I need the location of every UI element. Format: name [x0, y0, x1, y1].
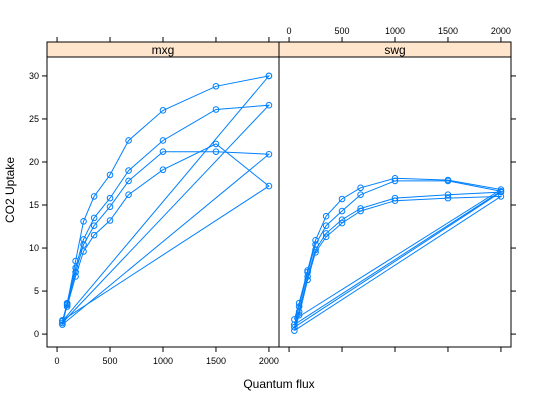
data-point-swg-2 — [322, 222, 330, 229]
data-point-mxg-2 — [90, 214, 98, 222]
data-point-swg-3 — [338, 216, 346, 223]
strip-label-mxg: mxg — [152, 43, 175, 57]
data-point-mxg-4 — [80, 248, 87, 255]
data-point-mxg-1 — [90, 193, 98, 200]
data-point-mxg-1 — [212, 82, 220, 90]
series-line-mxg-3 — [61, 151, 271, 325]
data-point-mxg-1 — [265, 72, 273, 80]
data-point-swg-1 — [338, 195, 346, 203]
data-point-mxg-1 — [106, 171, 114, 179]
data-point-swg-4 — [357, 207, 364, 215]
data-point-swg-4 — [304, 276, 311, 284]
panel-mxg: mxg 0 500 1000 1500 2000 0 5 10 15 20 25 30 — [29, 37, 280, 366]
data-point-mxg-4 — [59, 317, 66, 324]
data-point-swg-1 — [357, 184, 364, 192]
x-tick-label: 2000 — [259, 356, 279, 366]
x-tick-label: 2000 — [491, 26, 511, 36]
data-point-swg-4 — [444, 194, 452, 202]
x-tick-label: 1500 — [438, 26, 458, 36]
data-point-mxg-2 — [159, 137, 167, 144]
data-point-mxg-4 — [72, 273, 79, 280]
data-point-swg-3 — [444, 191, 452, 198]
plot-layer: mxg 0 500 1000 1500 2000 0 5 10 15 20 25 30 swg 0 500 10… — [29, 26, 516, 366]
data-point-swg-2 — [357, 191, 364, 198]
data-point-swg-4 — [295, 311, 303, 319]
panel-swg: swg 0 500 1000 1500 2000 — [278, 26, 516, 352]
y-tick-label: 20 — [29, 157, 39, 167]
data-point-swg-4 — [291, 327, 298, 334]
y-tick-label: 0 — [34, 329, 39, 339]
data-point-mxg-4 — [159, 166, 167, 174]
y-tick-label: 15 — [29, 200, 39, 210]
data-point-swg-4 — [322, 233, 330, 241]
data-point-mxg-2 — [265, 101, 273, 109]
y-tick-label: 10 — [29, 243, 39, 253]
data-point-mxg-3 — [159, 148, 167, 155]
data-point-mxg-2 — [125, 167, 132, 174]
series-line-mxg-1 — [61, 75, 271, 322]
y-tick-label: 25 — [29, 114, 39, 124]
data-point-swg-2 — [338, 207, 346, 215]
x-tick-label: 1000 — [385, 26, 405, 36]
data-point-swg-2 — [391, 177, 399, 185]
data-point-mxg-3 — [265, 150, 273, 158]
series-line-mxg-4 — [61, 143, 270, 321]
data-point-swg-4 — [391, 197, 399, 205]
data-point-mxg-3 — [212, 148, 220, 155]
data-point-mxg-1 — [125, 137, 132, 144]
data-point-mxg-3 — [59, 321, 66, 328]
data-point-mxg-1 — [159, 107, 167, 114]
data-point-swg-4 — [312, 249, 319, 256]
y-tick-label: 5 — [34, 286, 39, 296]
x-tick-label: 1500 — [206, 356, 226, 366]
series-line-mxg-2 — [61, 104, 271, 324]
series-line-swg-3 — [293, 191, 503, 328]
data-point-mxg-4 — [106, 217, 114, 224]
data-point-swg-1 — [322, 212, 330, 220]
y-axis-label: CO2 Uptake — [3, 157, 17, 223]
data-point-mxg-2 — [106, 194, 114, 202]
data-point-mxg-3 — [80, 241, 87, 248]
data-point-swg-4 — [338, 219, 346, 227]
x-tick-label: 500 — [103, 356, 118, 366]
data-point-mxg-4 — [265, 182, 273, 190]
data-point-mxg-1 — [80, 218, 87, 225]
data-point-mxg-4 — [63, 303, 71, 310]
data-point-mxg-4 — [90, 231, 98, 239]
strip-label-swg: swg — [384, 43, 405, 57]
data-point-mxg-4 — [125, 191, 132, 198]
x-axis-label: Quantum flux — [243, 377, 314, 391]
data-point-mxg-3 — [106, 203, 114, 211]
panel-frame-swg — [278, 56, 512, 348]
data-point-swg-3 — [497, 188, 505, 196]
data-point-mxg-3 — [90, 222, 98, 229]
data-point-swg-4 — [497, 193, 505, 200]
data-point-swg-2 — [444, 177, 452, 185]
data-point-mxg-4 — [212, 140, 220, 148]
y-tick-label: 30 — [29, 71, 39, 81]
series-line-swg-4 — [293, 195, 503, 332]
x-tick-label: 1000 — [153, 356, 173, 366]
data-point-mxg-3 — [125, 177, 132, 185]
x-tick-label: 500 — [335, 26, 350, 36]
data-point-mxg-2 — [212, 106, 220, 113]
x-tick-label: 0 — [287, 26, 292, 36]
series-line-swg-2 — [293, 180, 503, 326]
x-tick-label: 0 — [55, 356, 60, 366]
